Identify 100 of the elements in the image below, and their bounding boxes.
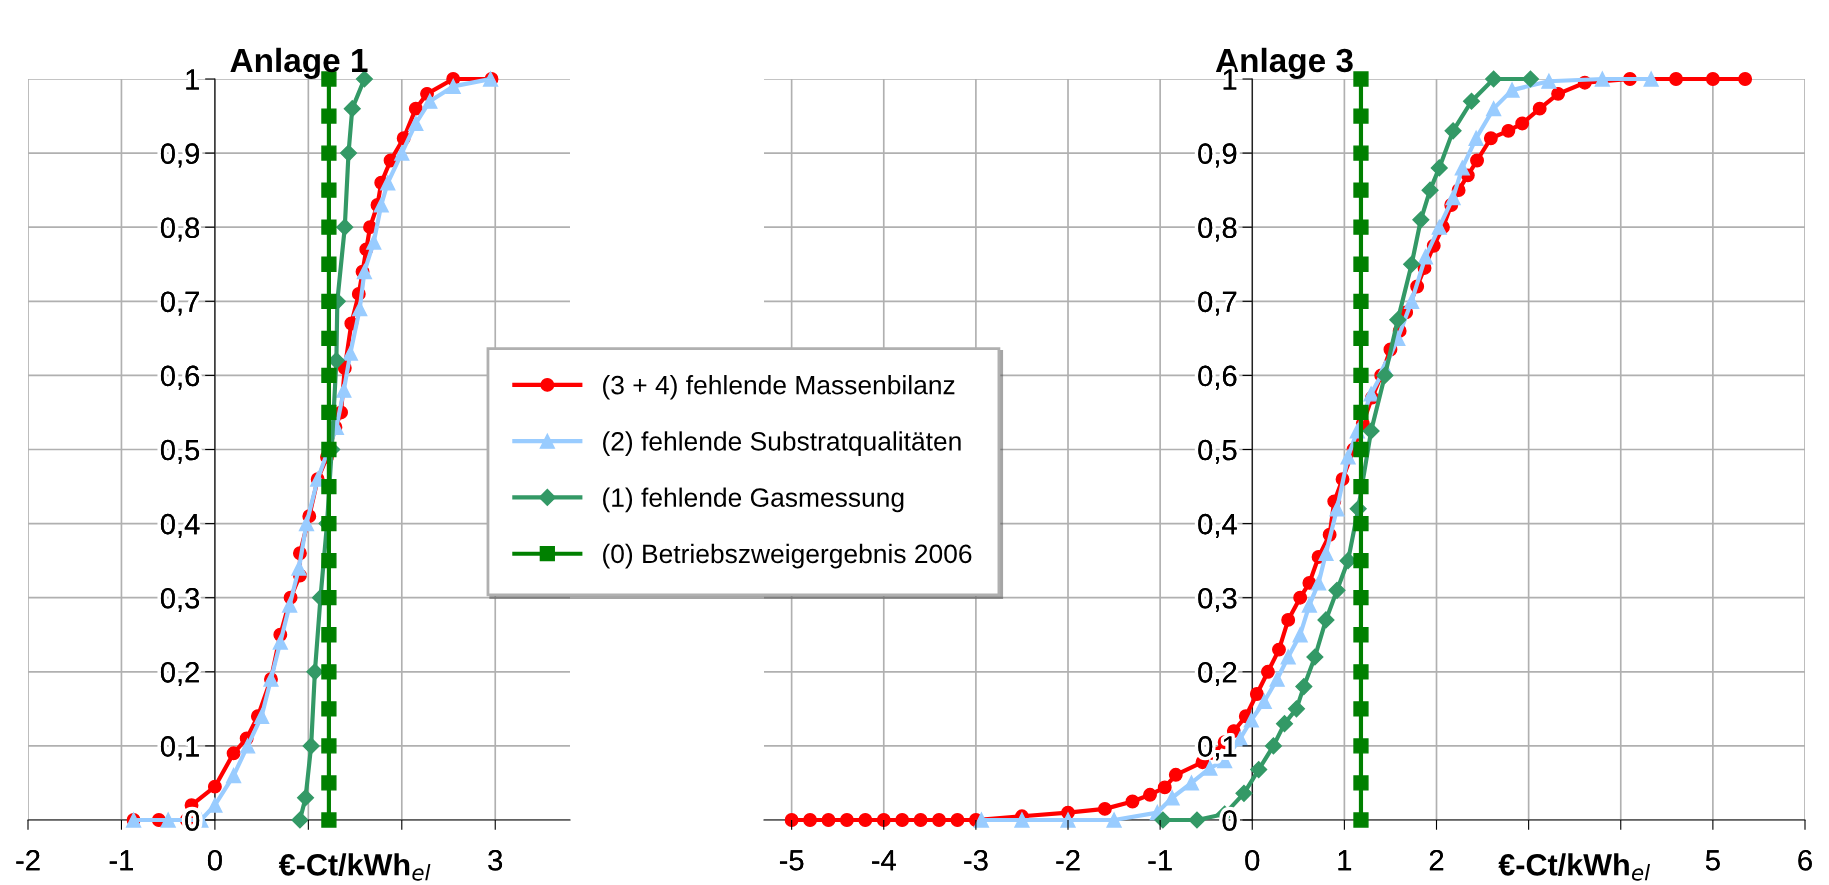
point [1738, 72, 1753, 86]
point [321, 404, 337, 421]
point [336, 218, 354, 236]
point [1281, 612, 1296, 627]
point [1340, 449, 1356, 465]
point [1594, 71, 1610, 87]
legend-label: (3 + 4) fehlende Massenbilanz [603, 375, 955, 400]
point [1521, 70, 1540, 88]
point [1353, 293, 1369, 309]
y-tick-label: 0,7 [160, 291, 199, 316]
point [321, 553, 337, 569]
point [1097, 801, 1112, 816]
y-tick-label: 0,8 [1198, 217, 1237, 242]
y-tick-label: 0,8 [160, 217, 200, 242]
point [1353, 256, 1369, 272]
point [1353, 367, 1369, 384]
y-tick-label: 0,2 [1198, 662, 1237, 687]
point [821, 813, 836, 827]
point [803, 813, 818, 827]
point [1329, 501, 1345, 517]
y-tick-label: 0,3 [1198, 587, 1237, 612]
point [1462, 92, 1481, 110]
point [1060, 812, 1076, 828]
point [858, 813, 873, 827]
point [895, 813, 910, 827]
point [380, 175, 396, 191]
point [1143, 787, 1157, 802]
point [321, 293, 337, 309]
point [1168, 767, 1183, 782]
point [1183, 775, 1200, 791]
point [1468, 130, 1484, 146]
point [226, 746, 241, 761]
y-tick-label: 0,6 [1198, 365, 1237, 390]
y-tick-label: 0,9 [1198, 143, 1237, 168]
point [296, 789, 315, 807]
x-tick-label: 0 [1245, 849, 1260, 871]
point [1353, 664, 1369, 680]
x-tick-label: 0 [207, 849, 222, 871]
point [1501, 123, 1516, 138]
point [1541, 73, 1557, 89]
point [932, 813, 946, 827]
point [291, 811, 309, 829]
point [1353, 590, 1369, 606]
point [302, 737, 320, 755]
point [306, 663, 324, 681]
point [321, 108, 337, 124]
point [239, 738, 256, 754]
point [1353, 478, 1369, 495]
point [1249, 687, 1264, 701]
point [321, 182, 337, 198]
point [1243, 712, 1259, 728]
point [321, 738, 337, 754]
point [1353, 738, 1369, 754]
point [321, 590, 337, 606]
point [1504, 82, 1520, 98]
point [339, 144, 358, 162]
point [973, 812, 990, 828]
x-axis-title: €-Ct/kWh$_{el}$ [1498, 853, 1650, 881]
point [1293, 590, 1308, 605]
point [1318, 545, 1334, 561]
y-tick-label: 0,5 [1198, 439, 1237, 464]
x-tick-label: -2 [1056, 849, 1080, 871]
point [321, 812, 337, 828]
y-tick-label: 0,1 [160, 736, 199, 761]
point [1157, 780, 1172, 795]
y-tick-label: 1 [186, 69, 199, 90]
point [1328, 581, 1346, 599]
point [1417, 249, 1434, 265]
point [1515, 116, 1530, 131]
x-tick-label: -1 [109, 850, 133, 871]
point [876, 813, 891, 827]
point [913, 813, 928, 827]
point [1353, 812, 1369, 828]
point [321, 775, 337, 791]
point [1454, 160, 1470, 176]
point [1353, 71, 1369, 87]
point [1353, 701, 1369, 717]
point [1202, 760, 1218, 776]
point [1445, 189, 1461, 206]
legend-label: (0) Betriebszweigergebnis 2006 [603, 543, 972, 569]
point [950, 813, 965, 827]
y-tick-label: 0,4 [1198, 513, 1237, 538]
point [336, 382, 352, 398]
point [321, 664, 337, 680]
x-tick-label: -3 [964, 849, 988, 871]
point [408, 101, 423, 116]
point [1353, 108, 1369, 124]
point [1154, 811, 1172, 829]
point [1235, 784, 1253, 802]
x-tick-label: -1 [1148, 850, 1172, 871]
point [343, 100, 361, 118]
point [1264, 737, 1282, 755]
point [1430, 159, 1448, 177]
y-tick-label: 0,3 [160, 587, 200, 612]
point [321, 627, 337, 643]
y-tick-label: 0 [185, 810, 200, 831]
point [1287, 700, 1306, 718]
point [1362, 422, 1380, 440]
point [408, 115, 424, 132]
point [321, 441, 337, 458]
